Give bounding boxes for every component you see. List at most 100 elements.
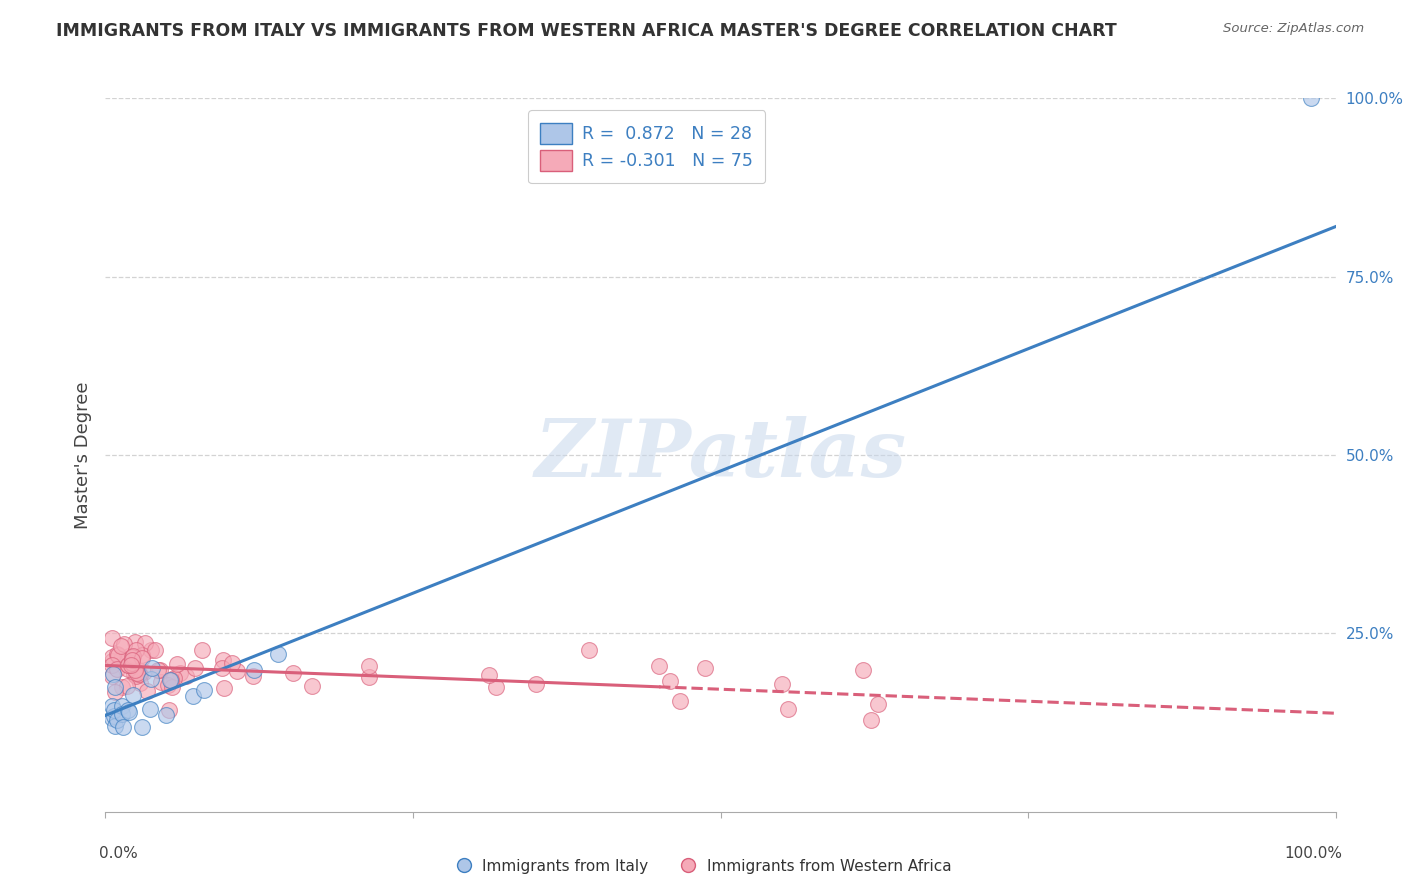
Point (157, 702, 180, 716)
Point (146, 663, 169, 677)
Point (110, 652, 132, 666)
Point (166, 657, 188, 671)
Point (859, 713, 882, 727)
Point (100, 649, 122, 664)
Text: Source: ZipAtlas.com: Source: ZipAtlas.com (1223, 22, 1364, 36)
Text: ZIPatlas: ZIPatlas (534, 417, 907, 493)
Point (117, 662, 139, 676)
Point (150, 674, 173, 689)
Point (169, 665, 191, 680)
Point (190, 643, 212, 657)
Legend: R =  0.872   N = 28, R = -0.301   N = 75: R = 0.872 N = 28, R = -0.301 N = 75 (529, 111, 765, 183)
Point (124, 663, 146, 677)
Point (212, 681, 235, 695)
Point (105, 713, 128, 727)
Point (866, 697, 889, 711)
Point (211, 661, 233, 675)
Point (141, 661, 163, 675)
Point (105, 648, 128, 662)
Point (112, 720, 135, 734)
Point (101, 667, 124, 681)
Point (267, 647, 290, 661)
Point (128, 676, 150, 690)
Point (122, 688, 145, 702)
Point (100, 631, 122, 645)
Text: 0.0%: 0.0% (100, 846, 138, 861)
Point (100, 698, 122, 713)
Point (125, 643, 148, 657)
Point (127, 665, 149, 680)
Point (776, 702, 799, 716)
Point (111, 680, 134, 694)
Point (121, 653, 143, 667)
Point (359, 659, 381, 673)
Point (193, 682, 215, 697)
Point (104, 685, 127, 699)
Point (139, 701, 162, 715)
Point (139, 643, 162, 657)
Point (117, 703, 139, 717)
Point (120, 657, 142, 672)
Point (131, 651, 153, 665)
Point (174, 669, 197, 683)
Point (112, 637, 135, 651)
Y-axis label: Master's Degree: Master's Degree (73, 381, 91, 529)
Point (648, 659, 671, 673)
Point (100, 711, 122, 725)
Point (110, 639, 132, 653)
Point (132, 665, 155, 679)
Point (851, 663, 873, 677)
Point (121, 650, 143, 665)
Point (526, 677, 548, 691)
Point (100, 669, 122, 683)
Point (301, 680, 323, 694)
Point (124, 635, 146, 649)
Point (117, 657, 139, 672)
Point (485, 681, 508, 695)
Point (136, 684, 159, 698)
Point (122, 667, 145, 681)
Point (156, 677, 179, 691)
Legend: Immigrants from Italy, Immigrants from Western Africa: Immigrants from Italy, Immigrants from W… (449, 853, 957, 880)
Point (160, 673, 183, 688)
Point (131, 648, 153, 663)
Point (100, 654, 122, 668)
Point (658, 674, 681, 689)
Point (242, 669, 264, 683)
Point (103, 709, 125, 723)
Point (184, 661, 207, 675)
Point (669, 694, 692, 708)
Point (115, 679, 138, 693)
Point (155, 708, 177, 723)
Point (212, 653, 235, 667)
Point (104, 680, 127, 694)
Text: IMMIGRANTS FROM ITALY VS IMMIGRANTS FROM WESTERN AFRICA MASTER'S DEGREE CORRELAT: IMMIGRANTS FROM ITALY VS IMMIGRANTS FROM… (56, 22, 1116, 40)
Point (283, 665, 305, 680)
Point (118, 648, 141, 663)
Point (183, 689, 205, 703)
Point (121, 648, 143, 663)
Point (105, 662, 128, 676)
Point (359, 670, 381, 684)
Point (221, 656, 243, 670)
Point (139, 673, 162, 687)
Text: 100.0%: 100.0% (1284, 846, 1341, 861)
Point (111, 698, 134, 713)
Point (101, 657, 124, 672)
Point (128, 668, 150, 682)
Point (149, 664, 172, 678)
Point (125, 668, 148, 682)
Point (128, 667, 150, 681)
Point (693, 660, 716, 674)
Point (117, 705, 139, 719)
Point (103, 703, 125, 717)
Point (163, 671, 186, 685)
Point (117, 657, 139, 672)
Point (770, 676, 793, 690)
Point (159, 673, 181, 687)
Point (104, 719, 127, 733)
Point (131, 720, 153, 734)
Point (1301, 91, 1323, 105)
Point (134, 635, 156, 649)
Point (143, 643, 166, 657)
